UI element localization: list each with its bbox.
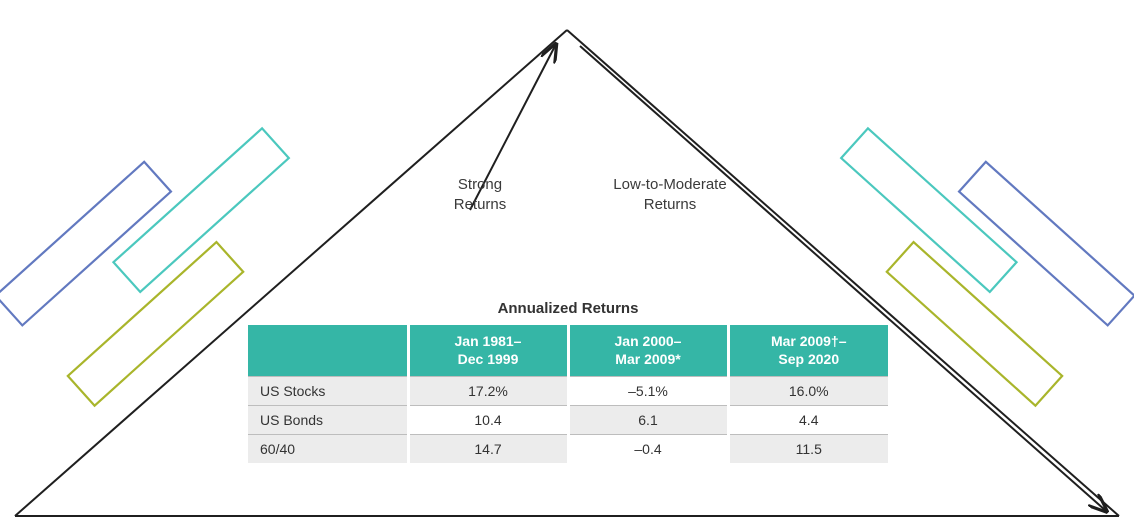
slope-box xyxy=(0,162,171,326)
th-line: Dec 1999 xyxy=(458,351,519,367)
th-line: Sep 2020 xyxy=(778,351,839,367)
slope-box xyxy=(68,242,243,406)
cell: 4.4 xyxy=(728,406,888,435)
label-low-moderate-returns: Low-to-Moderate Returns xyxy=(585,175,755,216)
returns-table: Jan 1981– Dec 1999 Jan 2000– Mar 2009* Mar 2… xyxy=(248,325,888,463)
cell: 6.1 xyxy=(568,406,728,435)
row-label: US Stocks xyxy=(248,377,408,406)
cell: 16.0% xyxy=(728,377,888,406)
row-label: US Bonds xyxy=(248,406,408,435)
table-header: Mar 2009†– Sep 2020 xyxy=(728,325,888,377)
table-header: Jan 2000– Mar 2009* xyxy=(568,325,728,377)
slope-box xyxy=(841,128,1016,292)
cell: –0.4 xyxy=(568,435,728,464)
th-line: Mar 2009†– xyxy=(771,333,847,349)
table-header: Jan 1981– Dec 1999 xyxy=(408,325,568,377)
slope-box xyxy=(113,128,288,292)
table-row: US Bonds10.46.14.4 xyxy=(248,406,888,435)
label-line: Returns xyxy=(454,196,507,213)
th-line: Mar 2009* xyxy=(615,351,680,367)
label-line: Strong xyxy=(458,176,502,193)
label-line: Low-to-Moderate xyxy=(613,176,726,193)
cell: 10.4 xyxy=(408,406,568,435)
th-line: Jan 2000– xyxy=(615,333,682,349)
slope-box xyxy=(887,242,1062,406)
label-line: Returns xyxy=(644,196,697,213)
returns-table-container: Annualized Returns Jan 1981–Dec 1999Jan … xyxy=(248,300,888,463)
table-header-blank xyxy=(248,325,408,377)
table-title: Annualized Returns xyxy=(248,300,888,317)
slope-box xyxy=(959,162,1134,326)
th-line: Jan 1981– xyxy=(455,333,522,349)
diagram-stage: Strong Returns Low-to-Moderate Returns A… xyxy=(0,0,1134,531)
table-row: US Stocks17.2%–5.1%16.0% xyxy=(248,377,888,406)
table-row: 60/4014.7–0.411.5 xyxy=(248,435,888,464)
cell: 17.2% xyxy=(408,377,568,406)
cell: 11.5 xyxy=(728,435,888,464)
label-strong-returns: Strong Returns xyxy=(420,175,540,216)
cell: –5.1% xyxy=(568,377,728,406)
row-label: 60/40 xyxy=(248,435,408,464)
cell: 14.7 xyxy=(408,435,568,464)
